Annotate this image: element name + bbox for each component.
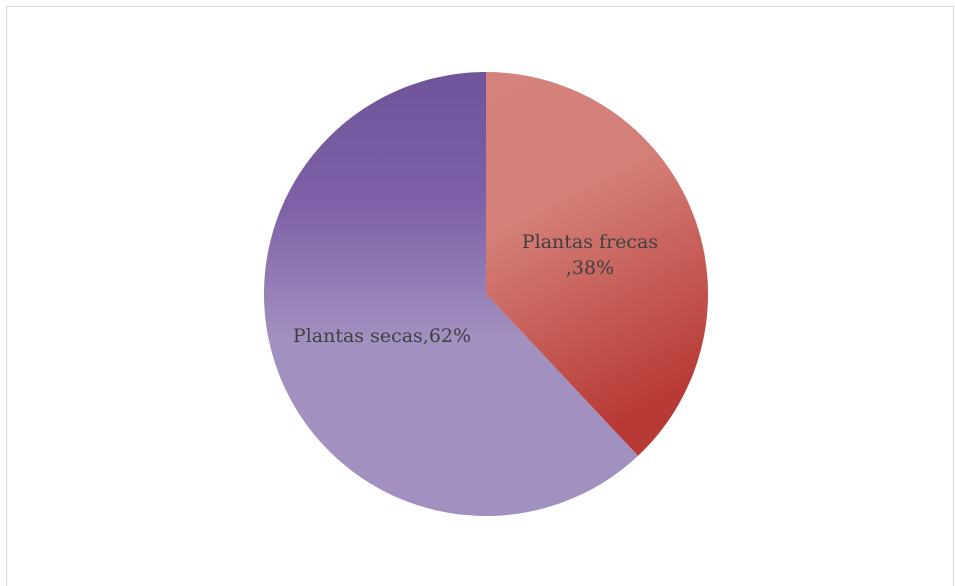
pie-labels: Plantas frecas ,38% Plantas secas,62%: [293, 231, 658, 347]
pie-slice-plantas-secas: [263, 72, 638, 516]
data-label-line: Plantas secas,62%: [293, 325, 471, 347]
data-label-plantas-secas: Plantas secas,62%: [293, 325, 471, 347]
data-label-plantas-frecas: Plantas frecas ,38%: [522, 231, 658, 279]
data-label-line: Plantas frecas: [522, 231, 658, 253]
data-label-line: ,38%: [566, 257, 614, 279]
pie-slice-plantas-frecas: [486, 72, 708, 456]
pie-slices: [263, 72, 708, 516]
